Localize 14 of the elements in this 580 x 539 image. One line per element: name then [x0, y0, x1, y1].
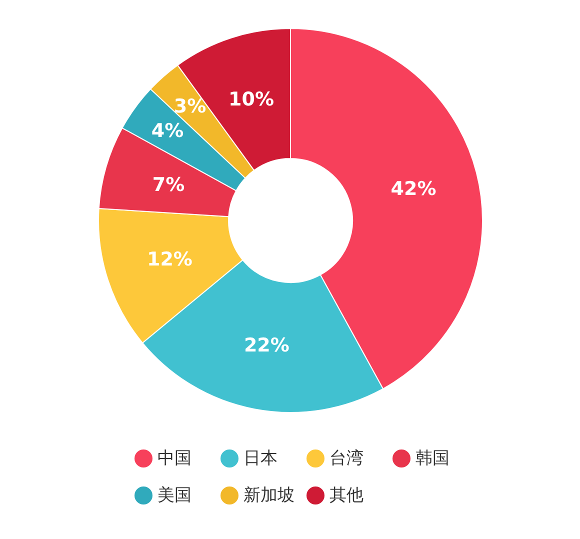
legend-label: 新加坡 — [244, 486, 294, 506]
legend-label: 其他 — [330, 486, 364, 506]
data-label: 12% — [146, 248, 192, 271]
data-label: 10% — [228, 88, 274, 111]
data-label: 7% — [152, 174, 185, 196]
data-label: 3% — [174, 95, 206, 118]
data-label: 22% — [244, 334, 290, 356]
data-label: 4% — [151, 120, 184, 142]
legend-label: 美国 — [158, 486, 192, 506]
legend-label: 日本 — [244, 448, 278, 468]
legend-label: 中国 — [158, 448, 192, 468]
data-label: 42% — [390, 178, 436, 200]
legend-label: 台湾 — [330, 448, 364, 468]
legend-label: 韩国 — [416, 448, 450, 468]
